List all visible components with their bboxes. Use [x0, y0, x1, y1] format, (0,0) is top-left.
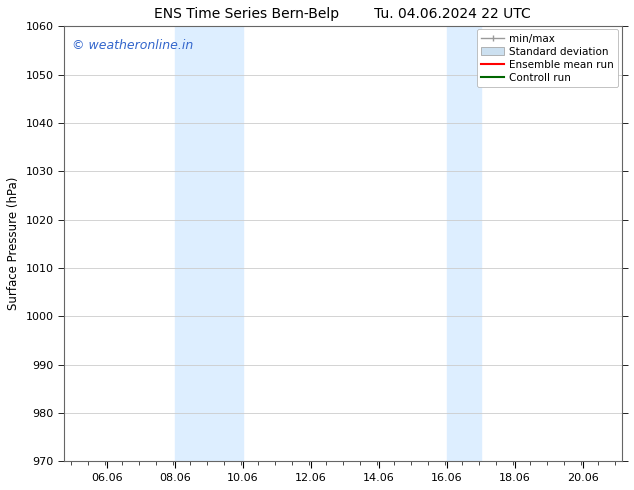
Text: © weatheronline.in: © weatheronline.in: [72, 39, 193, 52]
Title: ENS Time Series Bern-Belp        Tu. 04.06.2024 22 UTC: ENS Time Series Bern-Belp Tu. 04.06.2024…: [155, 7, 531, 21]
Legend: min/max, Standard deviation, Ensemble mean run, Controll run: min/max, Standard deviation, Ensemble me…: [477, 29, 618, 87]
Bar: [175, 26, 243, 461]
Y-axis label: Surface Pressure (hPa): Surface Pressure (hPa): [7, 177, 20, 311]
Bar: [447, 26, 481, 461]
